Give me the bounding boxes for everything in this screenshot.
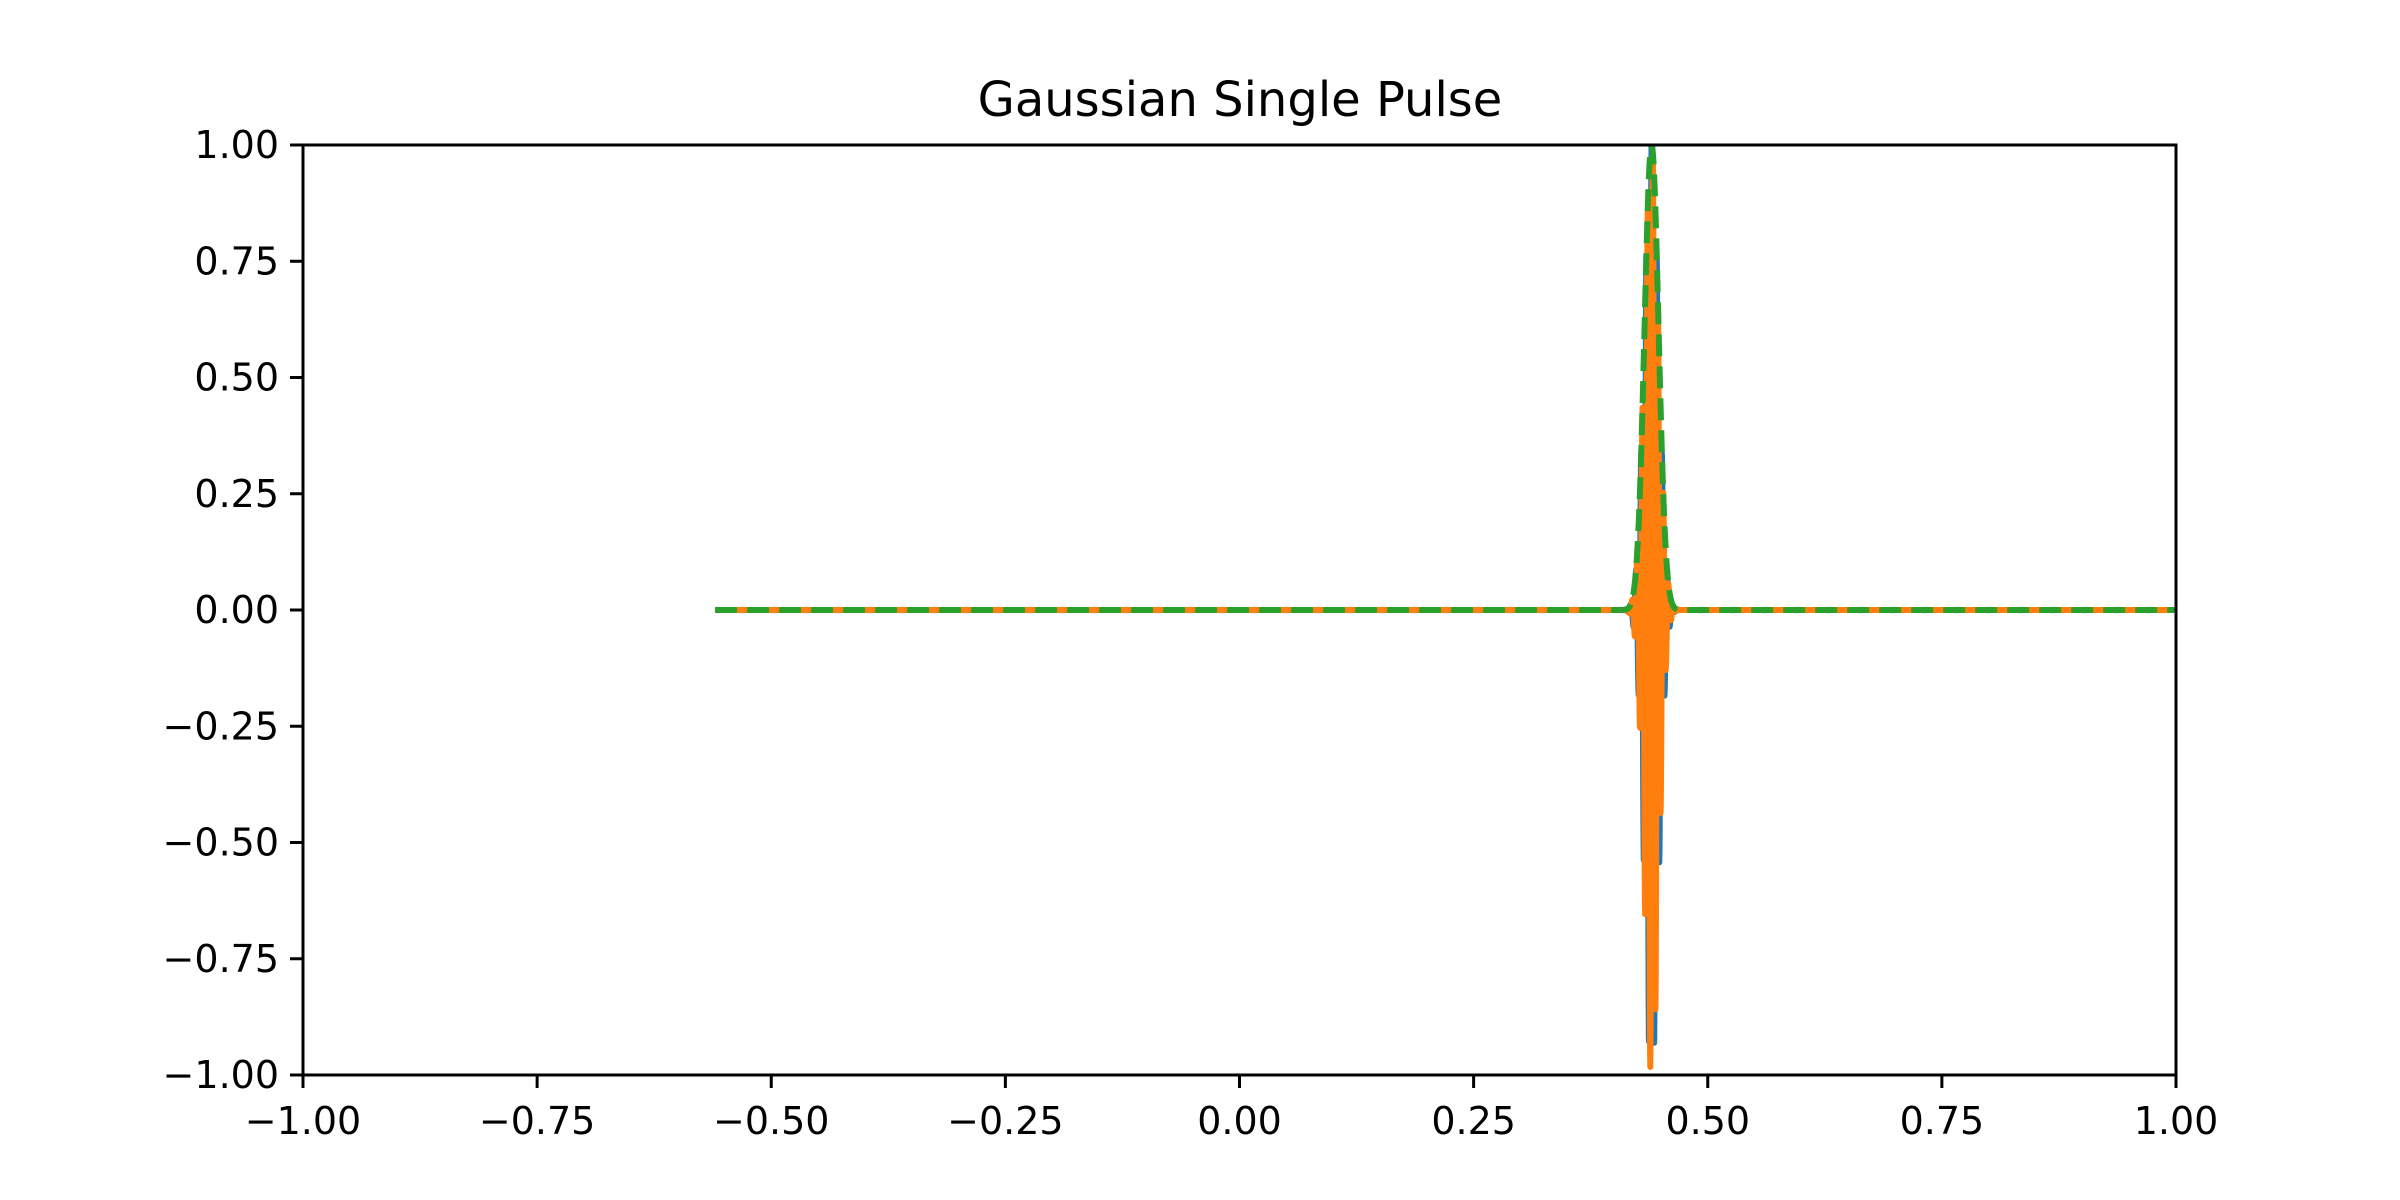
x-tick-label: 0.75 (1900, 1099, 1985, 1143)
y-tick-label: 0.00 (194, 588, 279, 632)
x-tick-label: 0.25 (1431, 1099, 1516, 1143)
y-tick-label: −0.50 (163, 821, 279, 865)
x-tick-label: 0.50 (1665, 1099, 1750, 1143)
y-tick-label: −0.75 (163, 937, 279, 981)
x-tick-label: 1.00 (2134, 1099, 2219, 1143)
x-tick-label: −0.50 (713, 1099, 829, 1143)
chart-title: Gaussian Single Pulse (978, 72, 1503, 128)
x-tick-label: −1.00 (245, 1099, 361, 1143)
y-tick-label: 0.25 (194, 472, 279, 516)
y-tick-label: 1.00 (194, 123, 279, 167)
series-line-envelope (712, 145, 2176, 613)
x-tick-label: −0.75 (479, 1099, 595, 1143)
x-tick-label: 0.00 (1197, 1099, 1282, 1143)
y-tick-label: 0.50 (194, 356, 279, 400)
y-tick-label: −0.25 (163, 704, 279, 748)
series-layer (712, 145, 2176, 1070)
y-axis: 1.00 0.75 0.50 0.25 0.00 −0.25 −0.50 −0.75 −1.00 (163, 123, 303, 1097)
y-tick-label: −1.00 (163, 1053, 279, 1097)
y-tick-label: 0.75 (194, 239, 279, 283)
x-axis: −1.00 −0.75 −0.50 −0.25 0.00 0.25 0.50 0.75 1.00 (245, 1075, 2219, 1143)
x-tick-label: −0.25 (947, 1099, 1063, 1143)
